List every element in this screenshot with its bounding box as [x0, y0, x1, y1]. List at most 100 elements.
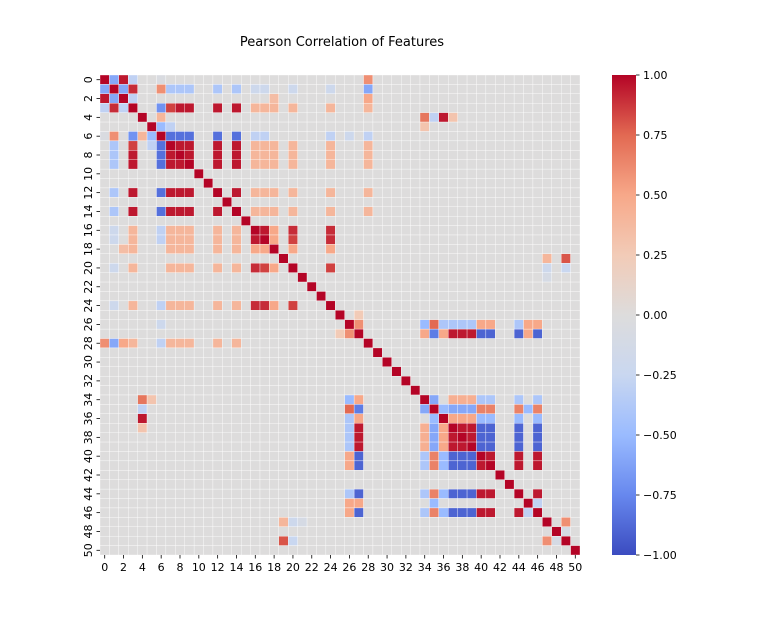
heatmap-cell: [448, 206, 458, 217]
heatmap-cell: [259, 272, 270, 283]
heatmap-cell: [175, 385, 185, 396]
heatmap-cell: [212, 310, 223, 320]
heatmap-cell: [193, 150, 204, 160]
heatmap-cell: [448, 319, 458, 330]
heatmap-cell: [570, 338, 581, 349]
heatmap-cell: [203, 328, 214, 339]
heatmap-cell: [259, 253, 270, 264]
heatmap-cell: [306, 479, 317, 490]
heatmap-cell: [109, 460, 119, 471]
heatmap-cell: [561, 281, 571, 292]
heatmap-cell: [146, 197, 157, 207]
heatmap-cell: [250, 131, 261, 142]
heatmap-cell: [532, 423, 543, 433]
y-tick-label: 4: [82, 114, 95, 121]
heatmap-cell: [297, 178, 308, 189]
heatmap-cell: [551, 488, 562, 499]
heatmap-cell: [269, 385, 279, 396]
heatmap-cell: [146, 347, 157, 358]
heatmap-cell: [372, 244, 383, 254]
heatmap-cell: [344, 460, 355, 471]
heatmap-cell: [504, 112, 515, 123]
heatmap-cell: [212, 244, 223, 254]
heatmap-cell: [316, 385, 327, 396]
heatmap-cell: [137, 74, 148, 85]
heatmap-cell: [241, 526, 251, 537]
heatmap-cell: [118, 319, 129, 330]
heatmap-cell: [212, 404, 223, 414]
heatmap-cell: [193, 131, 204, 142]
heatmap-cell: [532, 131, 543, 142]
heatmap-cell: [306, 310, 317, 320]
heatmap-cell: [156, 413, 167, 424]
heatmap-cell: [513, 376, 524, 386]
heatmap-cell: [419, 74, 430, 85]
colorbar-tick-label: 0.50: [643, 189, 668, 202]
heatmap-cell: [118, 291, 129, 302]
heatmap-cell: [250, 103, 261, 113]
heatmap-cell: [419, 187, 430, 198]
heatmap-cell: [288, 460, 298, 471]
heatmap-cell: [335, 319, 345, 330]
heatmap-cell: [325, 460, 336, 471]
heatmap-cell: [551, 84, 562, 94]
heatmap-cell: [372, 187, 383, 198]
heatmap-cell: [561, 413, 571, 424]
heatmap-cell: [363, 404, 374, 414]
heatmap-cell: [466, 328, 477, 339]
heatmap-cell: [175, 225, 185, 236]
heatmap-cell: [438, 347, 449, 358]
heatmap-cell: [99, 526, 110, 537]
heatmap-cell: [401, 93, 411, 104]
heatmap-cell: [288, 112, 298, 123]
heatmap-cell: [99, 376, 110, 386]
heatmap-cell: [363, 216, 374, 226]
heatmap-cell: [241, 423, 251, 433]
heatmap-cell: [222, 216, 232, 226]
heatmap-cell: [523, 150, 534, 160]
heatmap-cell: [165, 366, 176, 377]
heatmap-cell: [184, 338, 195, 349]
y-tick-label: 0: [82, 76, 95, 83]
heatmap-cell: [344, 187, 355, 198]
heatmap-cell: [504, 536, 515, 546]
heatmap-cell: [485, 479, 496, 490]
heatmap-cell: [438, 498, 449, 509]
heatmap-cell: [429, 366, 439, 377]
heatmap-cell: [523, 507, 534, 518]
heatmap-cell: [316, 225, 327, 236]
heatmap-cell: [532, 216, 543, 226]
heatmap-cell: [344, 234, 355, 245]
heatmap-cell: [438, 84, 449, 94]
heatmap-cell: [203, 272, 214, 283]
heatmap-cell: [203, 103, 214, 113]
heatmap-cell: [419, 460, 430, 471]
heatmap-cell: [184, 498, 195, 509]
heatmap-cell: [137, 347, 148, 358]
heatmap-cell: [288, 470, 298, 480]
heatmap-cell: [278, 545, 289, 556]
heatmap-cell: [259, 470, 270, 480]
heatmap-cell: [325, 131, 336, 142]
heatmap-cell: [118, 545, 129, 556]
heatmap-cell: [109, 159, 119, 170]
heatmap-cell: [523, 488, 534, 499]
heatmap-cell: [391, 112, 402, 123]
heatmap-cell: [561, 328, 571, 339]
heatmap-cell: [184, 432, 195, 443]
heatmap-cell: [316, 526, 327, 537]
heatmap-cell: [476, 526, 487, 537]
heatmap-cell: [335, 357, 345, 367]
heatmap-cell: [165, 206, 176, 217]
heatmap-cell: [193, 347, 204, 358]
heatmap-cell: [532, 517, 543, 527]
heatmap-cell: [297, 197, 308, 207]
heatmap-cell: [99, 357, 110, 367]
heatmap-cell: [137, 131, 148, 142]
heatmap-cell: [137, 300, 148, 311]
heatmap-cell: [241, 404, 251, 414]
heatmap-cell: [165, 376, 176, 386]
heatmap-cell: [250, 338, 261, 349]
heatmap-cell: [353, 507, 364, 518]
heatmap-cell: [495, 206, 505, 217]
